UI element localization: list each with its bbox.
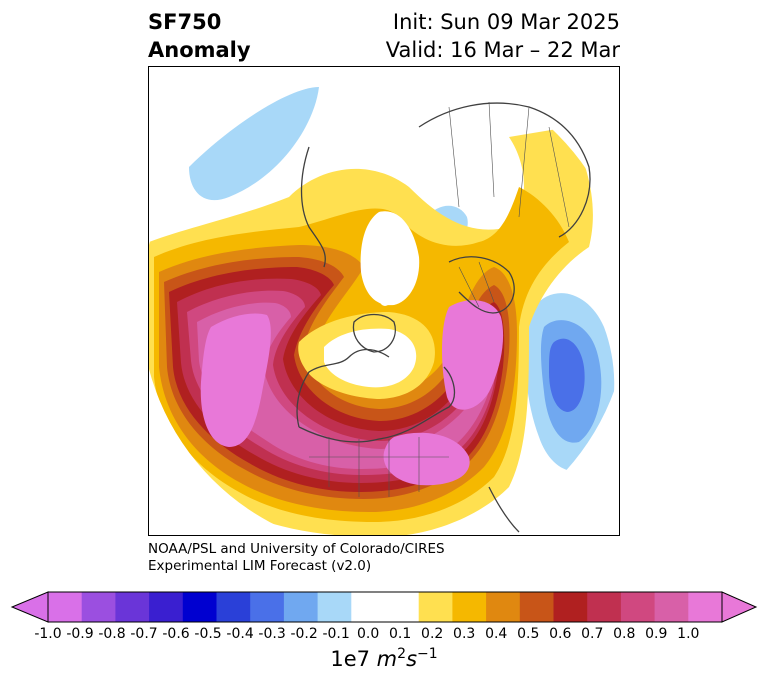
neutral-greenland-core <box>324 328 417 388</box>
colorbar-tick-label: -0.7 <box>130 626 158 642</box>
colorbar-tick-label: 0.9 <box>645 626 668 642</box>
credit-line-1: NOAA/PSL and University of Colorado/CIRE… <box>148 541 445 557</box>
colorbar-tick-label: 0.3 <box>453 626 476 642</box>
pos-anomaly-pink <box>197 302 496 469</box>
title-variable: SF750 <box>148 10 222 34</box>
colorbar-swatch <box>351 592 386 622</box>
colorbar-units: 1e7 m2s−1 <box>330 646 437 671</box>
colorbar-tick-label: -0.2 <box>290 626 318 642</box>
colorbar-swatch <box>216 592 251 622</box>
colorbar-swatch <box>553 592 588 622</box>
colorbar-tick-label: 0.7 <box>581 626 604 642</box>
colorbar-swatch <box>250 592 285 622</box>
colorbar-swatch <box>688 592 723 622</box>
coast-europe <box>448 256 515 314</box>
colorbar-swatch <box>486 592 521 622</box>
colorbar-swatch <box>48 592 83 622</box>
colorbar-tick-label: 0.5 <box>517 626 540 642</box>
coastlines <box>296 102 591 533</box>
pos-anomaly-magenta-east <box>442 300 504 410</box>
map-title: SF750 Anomaly <box>148 8 251 64</box>
valid-range: Valid: 16 Mar – 22 Mar <box>385 38 620 62</box>
colorbar-min-extend <box>10 591 49 623</box>
neg-anomaly-pacific-core <box>549 338 585 412</box>
units-m-exp: 2 <box>397 646 407 662</box>
colorbar-swatch <box>519 592 554 622</box>
colorbar-tick-label: 0.4 <box>485 626 508 642</box>
map-svg <box>149 87 615 535</box>
title-type: Anomaly <box>148 38 251 62</box>
colorbar-swatch <box>317 592 352 622</box>
coast-asia <box>418 102 591 238</box>
anomaly-map <box>148 66 620 536</box>
colorbar-tick-label: 0.1 <box>389 626 412 642</box>
colorbar-tick-label: -0.8 <box>98 626 126 642</box>
units-prefix: 1e7 <box>330 647 377 671</box>
forecast-dates: Init: Sun 09 Mar 2025 Valid: 16 Mar – 22… <box>386 8 620 64</box>
colorbar-tick-label: 0.8 <box>613 626 636 642</box>
colorbar-tick-label: -0.6 <box>162 626 190 642</box>
colorbar-swatch <box>587 592 622 622</box>
neg-anomaly-arctic-pacific <box>189 87 319 201</box>
credit-line-2: Experimental LIM Forecast (v2.0) <box>148 558 372 574</box>
coast-greenland <box>352 313 396 353</box>
pole-marker <box>380 296 390 306</box>
colorbar-swatch <box>620 592 656 622</box>
init-date: Init: Sun 09 Mar 2025 <box>392 10 620 34</box>
pos-anomaly-magenta-west <box>200 313 271 447</box>
colorbar-tick-label: -0.5 <box>194 626 222 642</box>
colorbar-tick-label: 0.0 <box>357 626 380 642</box>
colorbar-swatch <box>283 592 319 622</box>
pos-anomaly-magenta-atlantic <box>383 432 470 486</box>
colorbar-swatch <box>452 592 487 622</box>
colorbar-tick-label: -0.1 <box>322 626 350 642</box>
units-m: m <box>376 647 398 671</box>
colorbar-tick-label: -1.0 <box>34 626 62 642</box>
units-s: s <box>406 647 418 671</box>
neutral-arctic <box>360 211 420 306</box>
coast-alaska <box>300 146 326 268</box>
colorbar-swatch <box>182 592 217 622</box>
borders <box>309 101 570 497</box>
coast-africa <box>488 486 520 533</box>
colorbar-tick-label: 0.2 <box>421 626 444 642</box>
colorbar-tick-label: 0.6 <box>549 626 572 642</box>
colorbar-swatch <box>654 592 689 622</box>
colorbar-swatch <box>81 592 116 622</box>
colorbar-swatch <box>385 592 420 622</box>
colorbar-max-extend <box>721 591 758 623</box>
colorbar-tick-label: -0.4 <box>226 626 254 642</box>
colorbar-swatch <box>115 592 150 622</box>
units-s-exp: −1 <box>417 646 438 662</box>
colorbar <box>10 591 758 623</box>
colorbar-tick-label: 1.0 <box>677 626 700 642</box>
colorbar-frame <box>47 591 723 623</box>
colorbar-tick-label: -0.3 <box>258 626 286 642</box>
colorbar-swatch <box>418 592 453 622</box>
colorbar-swatch <box>149 592 184 622</box>
colorbar-tick-label: -0.9 <box>66 626 94 642</box>
credit-text: NOAA/PSL and University of Colorado/CIRE… <box>148 541 445 575</box>
